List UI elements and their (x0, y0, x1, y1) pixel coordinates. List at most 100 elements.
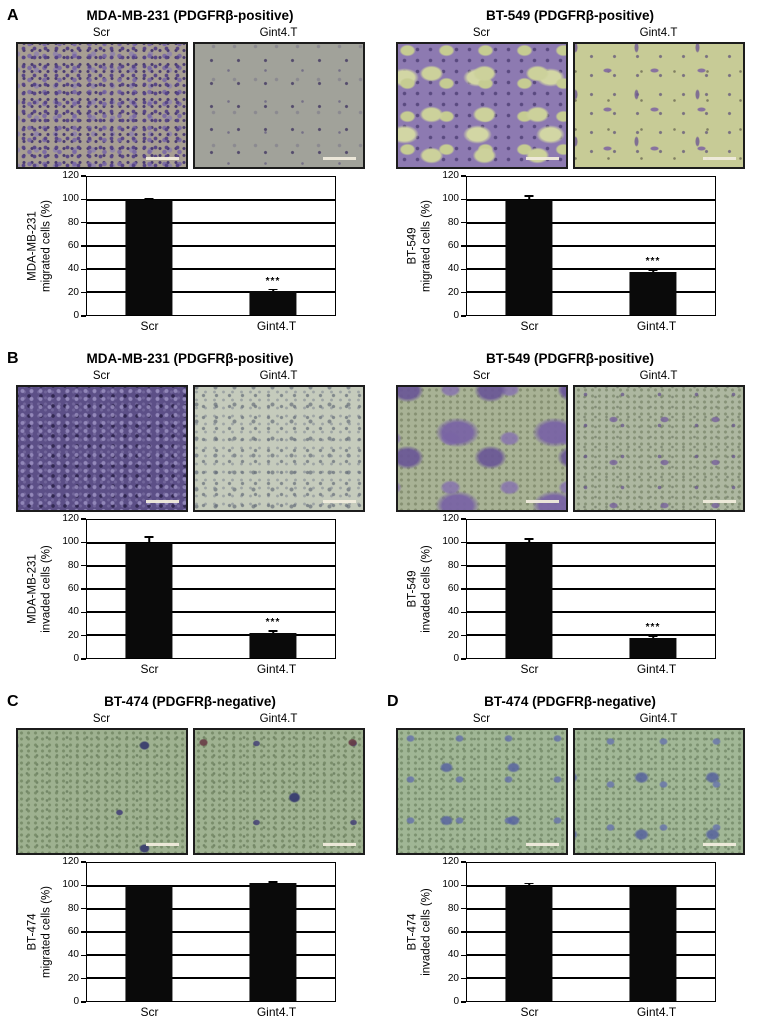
error-bar (268, 881, 278, 883)
y-axis-label-line1: BT-549 (406, 570, 419, 608)
y-axis-label-line1: MDA-MB-231 (26, 554, 39, 624)
bar-slot (211, 863, 335, 1001)
y-axis-label-line1: MDA-MB-231 (26, 211, 39, 281)
x-tick-label: Gint4.T (636, 319, 677, 333)
bar (249, 882, 297, 1001)
y-tick-mark (81, 907, 86, 910)
gridline (87, 199, 335, 201)
panel-letter: C (7, 693, 19, 710)
panel-title: MDA-MB-231 (PDGFRβ-positive) (86, 8, 294, 23)
condition-label: Gint4.T (639, 27, 678, 39)
y-tick-mark (461, 977, 466, 980)
y-tick-label: 80 (67, 216, 79, 228)
micrograph (572, 728, 745, 855)
y-axis: 0 20 40 60 80 100 120 (440, 857, 466, 1007)
bars-layer: *** (467, 520, 715, 658)
gridline (87, 245, 335, 247)
y-axis-label-text: BT-549 migrated cells (%) (406, 171, 435, 321)
y-tick-label: 60 (67, 583, 79, 594)
y-axis: 0 20 40 60 80 100 120 (440, 171, 466, 321)
condition-label: Scr (92, 713, 111, 725)
gridline (87, 565, 335, 567)
micrograph-figure: Scr (15, 369, 188, 512)
y-tick-label: 40 (67, 949, 79, 961)
bar-slot: *** (211, 520, 335, 658)
micrograph-row: Scr Gint4.T (4, 369, 376, 512)
y-tick-mark (81, 977, 86, 980)
chart-plot: *** (86, 176, 336, 316)
bar-slot (467, 520, 591, 658)
y-tick-mark (461, 658, 466, 660)
y-tick-label: 80 (67, 559, 79, 571)
gridline (87, 611, 335, 613)
bar-slot: *** (591, 520, 715, 658)
y-tick-label: 0 (73, 653, 79, 664)
y-tick-label: 60 (447, 240, 459, 251)
y-tick-label: 20 (67, 286, 79, 298)
y-tick-label: 60 (447, 926, 459, 937)
error-bar-cap (144, 884, 154, 887)
scale-bar (702, 499, 736, 503)
scale-bar (322, 842, 356, 846)
bar-chart: BT-474 invaded cells (%) 0 20 40 60 80 100 120 (400, 857, 760, 1007)
y-tick-mark (81, 931, 86, 933)
y-tick-mark (81, 518, 86, 520)
gridline (467, 199, 715, 201)
y-tick-mark (81, 315, 86, 317)
gridline (467, 268, 715, 270)
y-tick-label: 120 (442, 856, 459, 867)
y-tick-label: 80 (447, 216, 459, 228)
y-tick-mark (81, 291, 86, 294)
micrograph-figure: Gint4.T (572, 26, 745, 169)
y-tick-label: 40 (447, 949, 459, 961)
error-bar-cap (648, 269, 658, 271)
gridline (467, 542, 715, 544)
y-axis-label-line2: migrated cells (%) (41, 199, 53, 293)
x-tick-label: Scr (520, 662, 539, 676)
y-tick-label: 0 (453, 996, 459, 1007)
bars-layer (87, 863, 335, 1001)
bar-chart: MDA-MB-231 migrated cells (%) 0 20 40 60 80 1… (20, 171, 380, 321)
chart-plot: *** (466, 176, 716, 316)
micrograph-figure: Gint4.T (192, 712, 365, 855)
chart-plot (466, 862, 716, 1002)
chart-plot: *** (466, 519, 716, 659)
y-axis-label-line2: invaded cells (%) (421, 545, 433, 633)
gridline (87, 542, 335, 544)
bar-slot (87, 520, 211, 658)
scale-bar (525, 499, 559, 503)
micrograph (192, 385, 365, 512)
y-axis: 0 20 40 60 80 100 120 (60, 171, 86, 321)
y-tick-label: 120 (442, 170, 459, 181)
x-tick-label: Gint4.T (256, 662, 297, 676)
micrograph (572, 42, 745, 169)
y-axis: 0 20 40 60 80 100 120 (60, 514, 86, 664)
error-bar (268, 630, 278, 633)
gridline (87, 634, 335, 636)
x-axis-labels: Scr Gint4.T (86, 319, 340, 333)
y-tick-mark (461, 221, 466, 224)
error-bar-cap (268, 288, 278, 291)
gridline (467, 565, 715, 567)
bar-slot (467, 863, 591, 1001)
bars-layer (467, 863, 715, 1001)
y-tick-label: 20 (67, 629, 79, 641)
x-tick-label: Scr (520, 319, 539, 333)
panel-title: MDA-MB-231 (PDGFRβ-positive) (86, 351, 294, 366)
y-tick-mark (461, 541, 466, 544)
micrograph-figure: Gint4.T (572, 712, 745, 855)
x-tick-label: Scr (140, 662, 159, 676)
micrograph-figure: Gint4.T (572, 369, 745, 512)
bar-slot (591, 863, 715, 1001)
y-tick-mark (81, 588, 86, 590)
gridline (87, 885, 335, 887)
y-axis: 0 20 40 60 80 100 120 (60, 857, 86, 1007)
y-tick-mark (81, 634, 86, 637)
micrograph (192, 42, 365, 169)
bar (249, 632, 297, 658)
chart-plot (86, 862, 336, 1002)
y-tick-mark (461, 175, 466, 177)
micrograph (395, 42, 568, 169)
error-bar (524, 538, 534, 543)
figure-panel: B MDA-MB-231 (PDGFRβ-positive) Scr Gint4… (0, 343, 380, 686)
